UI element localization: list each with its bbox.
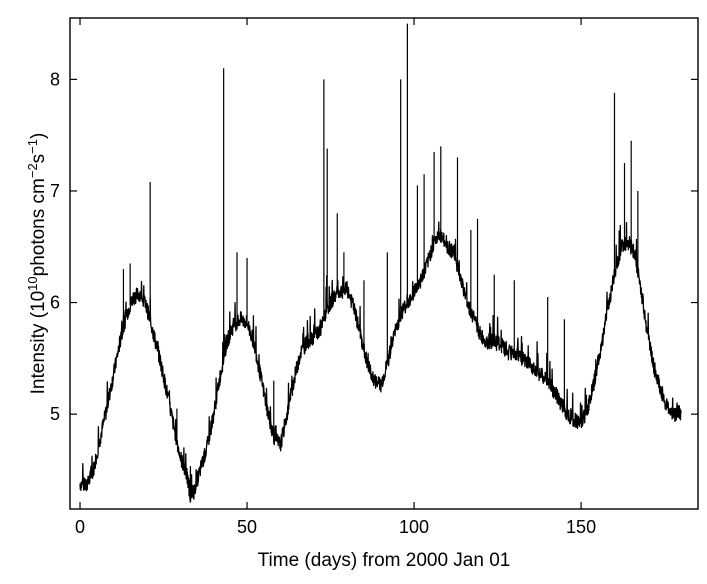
x-axis-label: Time (days) from 2000 Jan 01 [258,550,511,571]
y-tick-label: 5 [50,404,60,424]
y-axis-label-exponent-cm: −2 [25,163,40,178]
y-axis-label-exponent-s: −1 [25,139,40,154]
x-tick-label: 0 [75,517,85,537]
axis-ticks [70,18,698,509]
data-layer [79,23,682,503]
y-tick-label: 8 [50,69,60,89]
axis-tick-labels: 0 50 100 150 5 6 7 8 [50,69,596,537]
y-axis-label-mid: photons cm [28,178,49,276]
x-tick-label: 100 [399,517,429,537]
x-tick-label: 150 [566,517,596,537]
y-axis-label: Intensity (1010photons cm−2s−1) [25,133,49,395]
plot-frame [69,17,699,510]
y-tick-label: 7 [50,181,60,201]
y-axis-label-s: s [28,154,49,164]
y-axis-label-base: Intensity (10 [28,291,49,395]
series-line [79,221,682,503]
y-axis-label-close: ) [28,133,49,139]
y-tick-label: 6 [50,293,60,313]
x-tick-label: 50 [237,517,257,537]
y-axis-label-exponent-10: 10 [25,276,40,290]
